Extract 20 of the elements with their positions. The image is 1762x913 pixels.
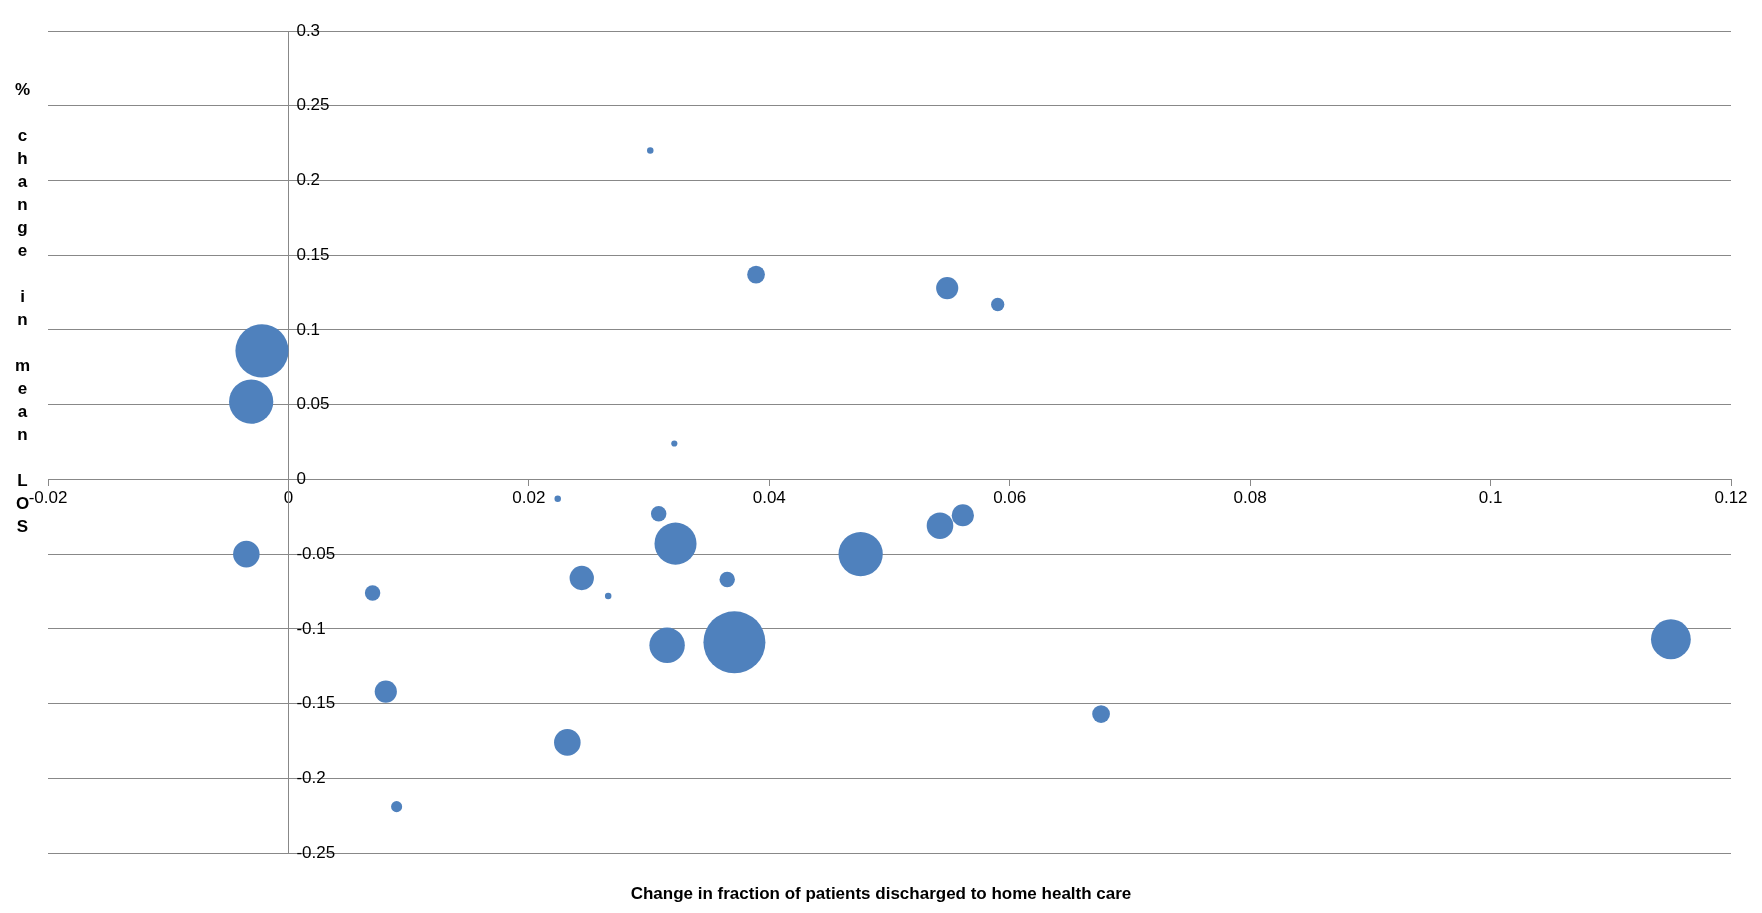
x-tick-label: 0.06 bbox=[993, 488, 1027, 508]
y-tick-label: 0.1 bbox=[296, 319, 321, 339]
y-tick-label: -0.2 bbox=[296, 767, 326, 787]
y-tick-label: -0.1 bbox=[296, 618, 326, 638]
x-tick-label: 0.12 bbox=[1714, 488, 1748, 508]
y-tick-label: 0.15 bbox=[296, 244, 330, 264]
y-tick-label: 0.3 bbox=[296, 20, 321, 40]
y-tick-label: -0.25 bbox=[296, 842, 336, 862]
x-tick-label: 0.08 bbox=[1233, 488, 1267, 508]
y-tick-label: 0 bbox=[296, 469, 306, 489]
x-tick-label: 0.1 bbox=[1478, 488, 1503, 508]
x-tick-label: 0.04 bbox=[752, 488, 786, 508]
y-tick-label: 0.05 bbox=[296, 394, 330, 414]
x-tick-label: -0.02 bbox=[28, 488, 68, 508]
y-tick-label: 0.25 bbox=[296, 95, 330, 115]
y-tick-label: 0.2 bbox=[296, 170, 321, 190]
x-tick-label: 0.02 bbox=[512, 488, 546, 508]
x-axis-title: Change in fraction of patients discharged to home health care bbox=[629, 884, 1133, 904]
y-tick-label: -0.15 bbox=[296, 693, 336, 713]
y-tick-label: -0.05 bbox=[296, 543, 336, 563]
